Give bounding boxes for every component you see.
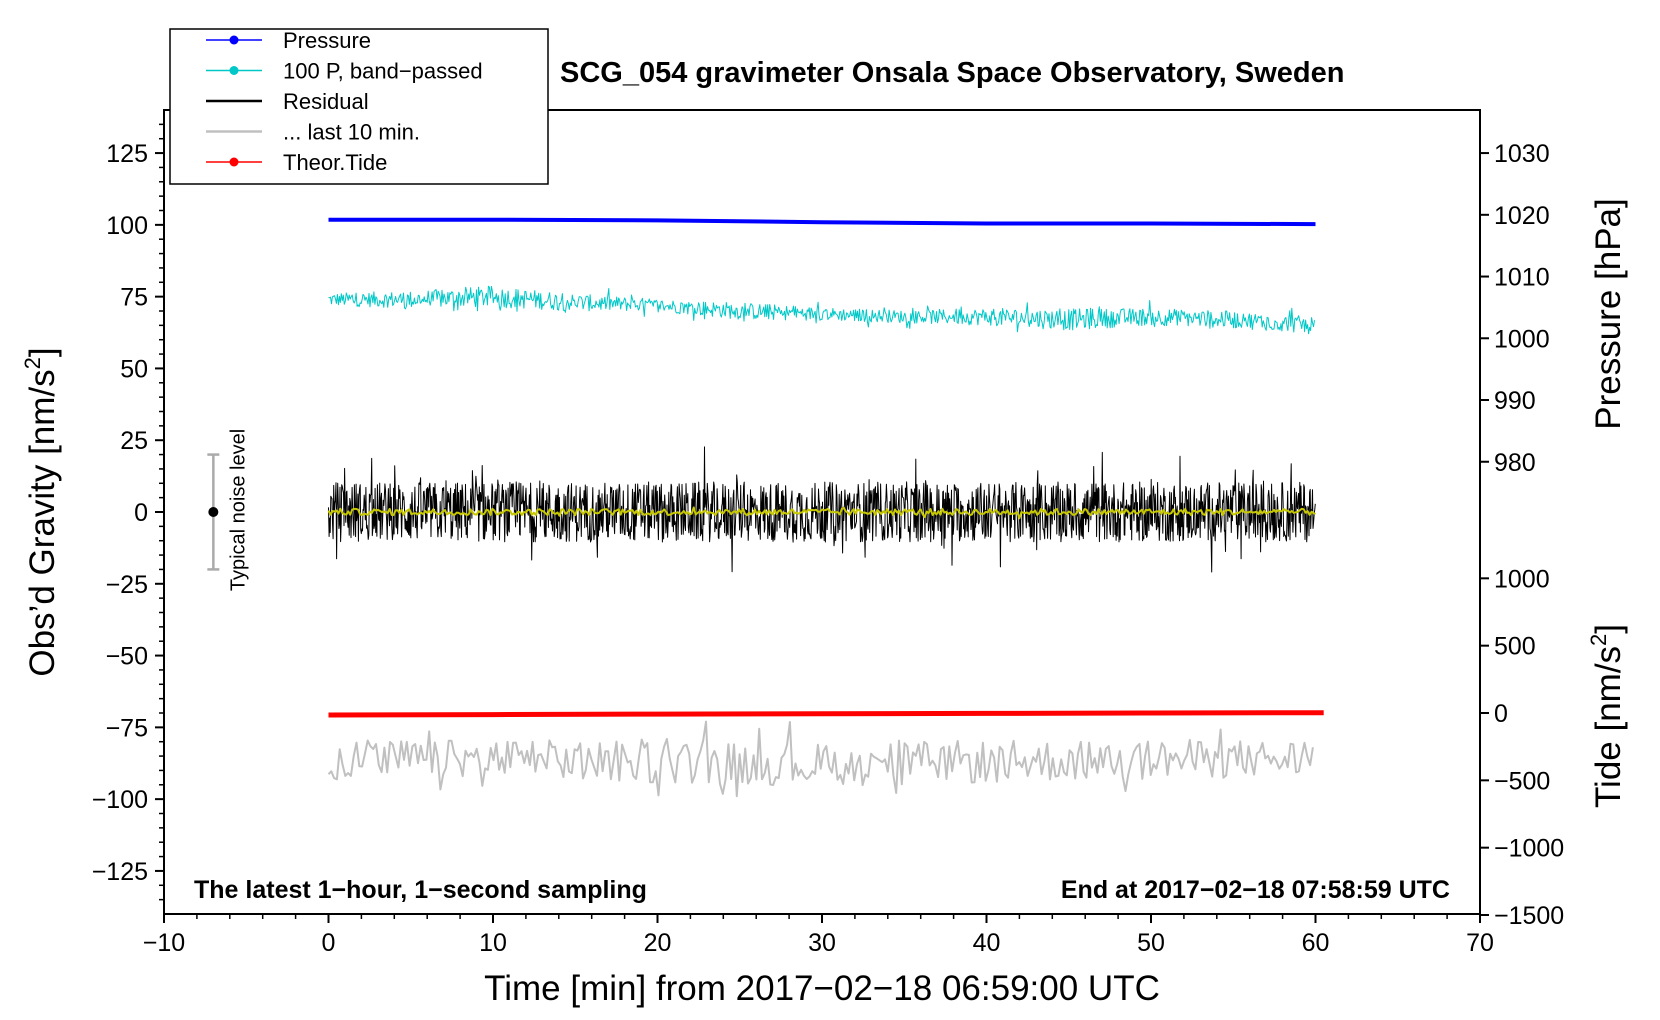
- x-tick-label: 50: [1137, 929, 1165, 957]
- legend-label: Pressure: [283, 28, 371, 53]
- pressure-axis-title: Pressure [hPa]: [1589, 198, 1628, 430]
- tide-axis-title: Tide [nm/s2]: [1586, 624, 1628, 808]
- noise-level-label: Typical noise level: [227, 429, 249, 591]
- legend-entry: ... last 10 min.: [206, 120, 420, 145]
- noise-level-indicator: Typical noise level: [207, 429, 249, 591]
- legend-label: Residual: [283, 89, 369, 114]
- legend-label: ... last 10 min.: [283, 120, 420, 145]
- y-tick-label: 100: [106, 212, 148, 240]
- y-tick-label: 125: [106, 140, 148, 168]
- legend-marker: [229, 35, 239, 45]
- series-100-p-band-passed: [328, 285, 1315, 335]
- annotation-bottom-right: End at 2017−02−18 07:58:59 UTC: [1061, 876, 1450, 904]
- pressure-tick-label: 980: [1494, 449, 1536, 477]
- y-tick-label: −75: [106, 714, 148, 742]
- series-layer: [327, 217, 1324, 798]
- x-tick-label: 20: [644, 929, 672, 957]
- legend-entry: 100 P, band−passed: [206, 59, 483, 84]
- series-residual-smoothed: [327, 506, 1316, 520]
- y-tick-label: 75: [120, 284, 148, 312]
- x-tick-label: 10: [479, 929, 507, 957]
- y-tick-label: −50: [106, 643, 148, 671]
- pressure-tick-label: 1020: [1494, 202, 1550, 230]
- x-axis-title: Time [min] from 2017−02−18 06:59:00 UTC: [484, 969, 1160, 1008]
- pressure-tick-label: 990: [1494, 387, 1536, 415]
- y-tick-label: 0: [134, 499, 148, 527]
- annotation-bottom-left: The latest 1−hour, 1−second sampling: [194, 876, 647, 904]
- series-theor-tide: [328, 710, 1324, 718]
- series-last-10-min: [327, 720, 1314, 798]
- legend-label: 100 P, band−passed: [283, 59, 483, 84]
- y-axis-title: Obs’d Gravity [nm/s2]: [20, 347, 62, 676]
- legend-entry: Pressure: [206, 28, 371, 53]
- legend-entry: Residual: [206, 89, 369, 114]
- noise-level-dot: [208, 507, 219, 517]
- x-tick-label: 40: [973, 929, 1001, 957]
- tide-tick-label: 500: [1494, 633, 1536, 661]
- legend-marker: [229, 157, 239, 167]
- y-tick-label: −25: [106, 571, 148, 599]
- x-tick-label: 60: [1302, 929, 1330, 957]
- y-tick-label: 50: [120, 355, 148, 383]
- pressure-tick-label: 1010: [1494, 264, 1550, 292]
- x-tick-label: 70: [1466, 929, 1494, 957]
- pressure-tick-label: 1030: [1494, 140, 1550, 168]
- legend-label: Theor.Tide: [283, 150, 387, 175]
- legend: Pressure 100 P, band−passed Residual ... la…: [169, 28, 549, 185]
- tide-tick-label: −500: [1494, 767, 1550, 795]
- tide-tick-label: −1000: [1494, 835, 1564, 863]
- y-tick-label: 25: [120, 427, 148, 455]
- series-pressure: [328, 217, 1316, 227]
- ticks-layer: −10 0 10 20 30 40 50 60 701251007550250−25−50−75…: [92, 123, 1564, 957]
- x-tick-label: 0: [322, 929, 336, 957]
- x-tick-label: −10: [143, 929, 185, 957]
- legend-entry: Theor.Tide: [206, 150, 387, 175]
- tide-tick-label: 0: [1494, 700, 1508, 728]
- chart-title: SCG_054 gravimeter Onsala Space Observat…: [560, 57, 1344, 89]
- series-residual: [328, 446, 1316, 573]
- pressure-tick-label: 1000: [1494, 325, 1550, 353]
- tide-tick-label: 1000: [1494, 565, 1550, 593]
- legend-marker: [229, 66, 239, 75]
- x-tick-label: 30: [808, 929, 836, 957]
- y-tick-label: −100: [92, 786, 148, 814]
- y-tick-label: −125: [92, 858, 148, 886]
- tide-tick-label: −1500: [1494, 902, 1564, 930]
